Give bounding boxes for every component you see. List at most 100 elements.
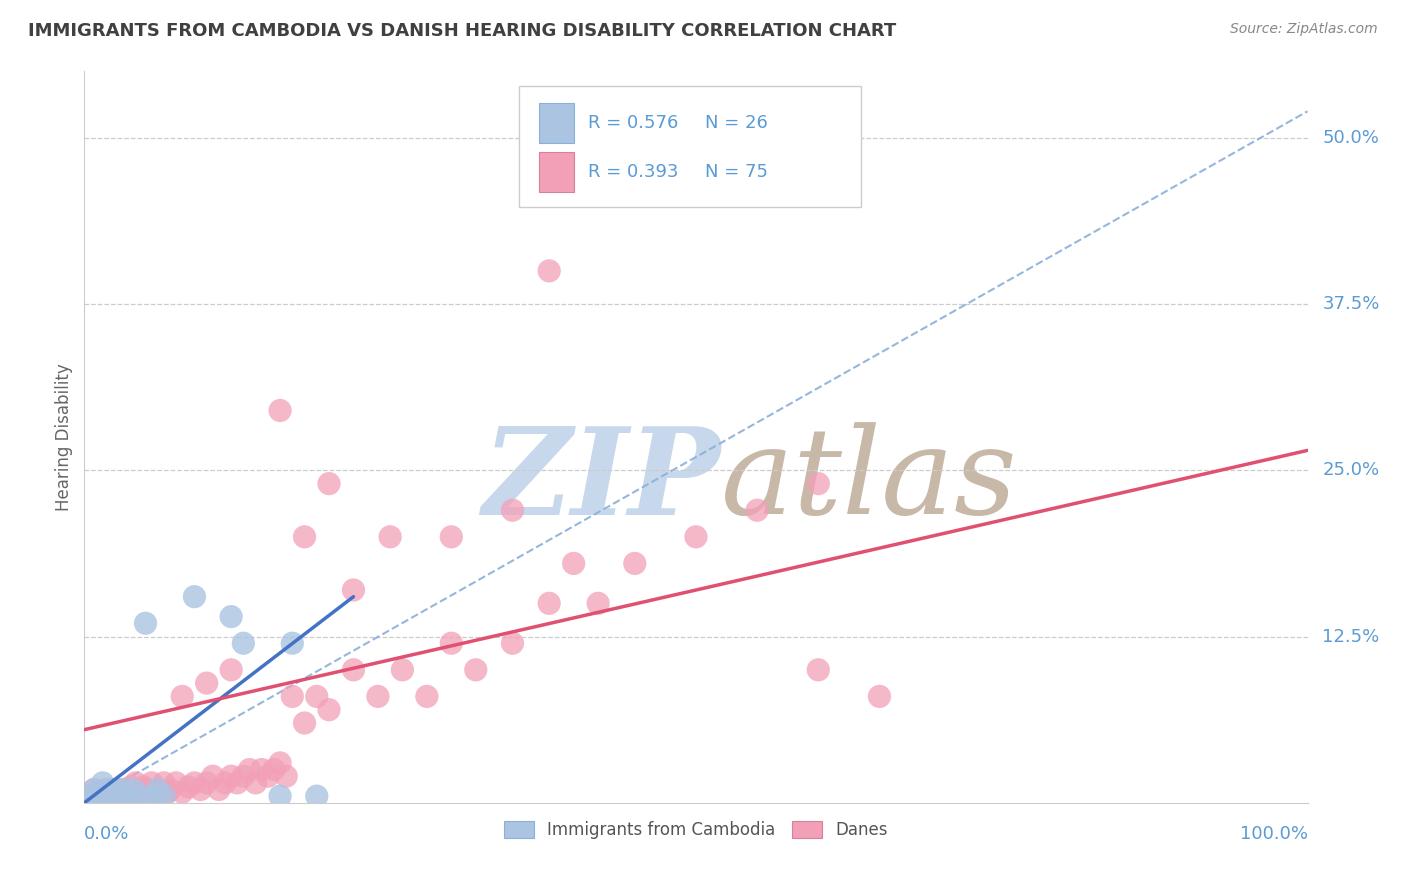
Point xyxy=(143,789,166,804)
Point xyxy=(97,782,120,797)
Point xyxy=(183,776,205,790)
Point xyxy=(107,789,129,804)
Point xyxy=(96,782,118,797)
Point xyxy=(172,690,194,704)
Y-axis label: Hearing Disability: Hearing Disability xyxy=(55,363,73,511)
Point xyxy=(250,763,273,777)
Point xyxy=(104,782,127,797)
Point xyxy=(318,703,340,717)
Legend: Immigrants from Cambodia, Danes: Immigrants from Cambodia, Danes xyxy=(498,814,894,846)
Point xyxy=(238,763,260,777)
Point xyxy=(391,663,413,677)
Point xyxy=(342,663,364,677)
Point xyxy=(115,789,138,804)
Text: 25.0%: 25.0% xyxy=(1322,461,1379,479)
Point xyxy=(83,782,105,797)
Point xyxy=(464,663,486,677)
Point xyxy=(128,789,150,804)
Point xyxy=(226,776,249,790)
Text: 50.0%: 50.0% xyxy=(1322,128,1379,147)
Text: 12.5%: 12.5% xyxy=(1322,628,1379,646)
Point xyxy=(87,785,110,799)
Point xyxy=(79,789,101,804)
Point xyxy=(195,676,218,690)
Point xyxy=(440,636,463,650)
Point xyxy=(91,776,114,790)
Point xyxy=(153,776,176,790)
Point xyxy=(112,782,135,797)
Point xyxy=(86,789,108,804)
Point xyxy=(538,596,561,610)
Point xyxy=(79,789,101,804)
Point xyxy=(294,716,316,731)
Point xyxy=(219,769,242,783)
Point xyxy=(100,785,122,799)
Point xyxy=(232,769,254,783)
Point xyxy=(153,789,176,804)
Point xyxy=(146,782,169,797)
Point xyxy=(96,785,118,799)
Point xyxy=(104,782,127,797)
Point xyxy=(83,782,105,797)
Point xyxy=(107,785,129,799)
Point xyxy=(257,769,280,783)
Point xyxy=(135,616,157,631)
Point xyxy=(502,503,524,517)
Point xyxy=(807,476,830,491)
Point xyxy=(177,780,200,794)
Point xyxy=(305,789,328,804)
Point xyxy=(269,789,291,804)
Point xyxy=(141,789,163,804)
Point xyxy=(747,503,769,517)
Point xyxy=(281,636,304,650)
Point xyxy=(91,789,114,804)
Point xyxy=(122,785,145,799)
Point xyxy=(112,782,135,797)
Point xyxy=(624,557,647,571)
Point xyxy=(125,776,148,790)
Point xyxy=(97,789,120,804)
Point xyxy=(219,609,242,624)
Point xyxy=(269,403,291,417)
Point xyxy=(538,264,561,278)
Text: R = 0.576: R = 0.576 xyxy=(588,114,679,132)
Bar xyxy=(540,103,574,143)
Point xyxy=(318,476,340,491)
Point xyxy=(214,776,236,790)
Text: 0.0%: 0.0% xyxy=(84,825,129,843)
Bar xyxy=(540,152,574,192)
Point xyxy=(87,785,110,799)
Point xyxy=(807,663,830,677)
Point xyxy=(141,776,163,790)
Point xyxy=(281,690,304,704)
Point xyxy=(115,789,138,804)
Text: ZIP: ZIP xyxy=(482,422,720,541)
Point xyxy=(380,530,402,544)
Point xyxy=(190,782,212,797)
Point xyxy=(502,636,524,650)
Text: IMMIGRANTS FROM CAMBODIA VS DANISH HEARING DISABILITY CORRELATION CHART: IMMIGRANTS FROM CAMBODIA VS DANISH HEARI… xyxy=(28,22,897,40)
Point xyxy=(232,636,254,650)
Point xyxy=(342,582,364,597)
Text: 100.0%: 100.0% xyxy=(1240,825,1308,843)
Point xyxy=(367,690,389,704)
Point xyxy=(440,530,463,544)
Point xyxy=(146,782,169,797)
Text: N = 26: N = 26 xyxy=(704,114,768,132)
Point xyxy=(110,789,132,804)
Point xyxy=(416,690,439,704)
FancyBboxPatch shape xyxy=(519,86,860,207)
Text: N = 75: N = 75 xyxy=(704,163,768,181)
Point xyxy=(294,530,316,544)
Point xyxy=(586,596,609,610)
Point xyxy=(159,782,181,797)
Point xyxy=(156,785,179,799)
Point xyxy=(132,780,155,794)
Text: 37.5%: 37.5% xyxy=(1322,295,1379,313)
Point xyxy=(128,789,150,804)
Point xyxy=(208,782,231,797)
Point xyxy=(135,782,157,797)
Point xyxy=(183,590,205,604)
Point xyxy=(201,769,224,783)
Text: Source: ZipAtlas.com: Source: ZipAtlas.com xyxy=(1230,22,1378,37)
